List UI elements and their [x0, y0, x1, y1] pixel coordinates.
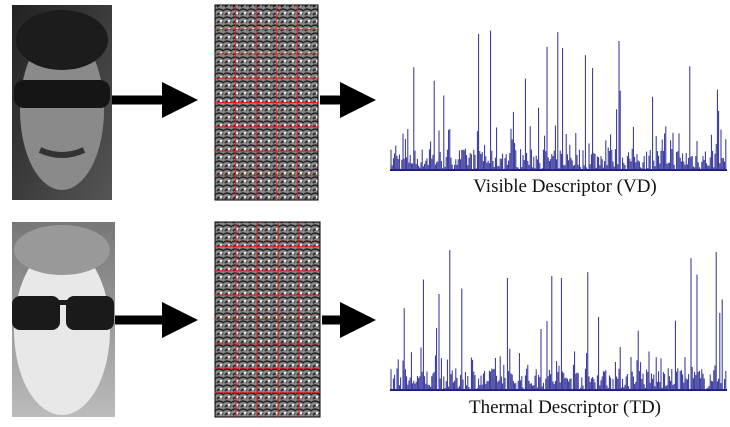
lbp-grid-visible: [214, 4, 319, 201]
arrows: [112, 82, 376, 338]
descriptor-label: Thermal Descriptor (TD): [469, 397, 661, 418]
histogram-thermal: [390, 250, 727, 391]
visible-face: [12, 5, 112, 200]
histogram-visible: [390, 30, 727, 171]
descriptor-label: Visible Descriptor (VD): [473, 176, 657, 197]
thermal-face: [12, 222, 115, 417]
lbp-grid-thermal: [214, 221, 321, 418]
